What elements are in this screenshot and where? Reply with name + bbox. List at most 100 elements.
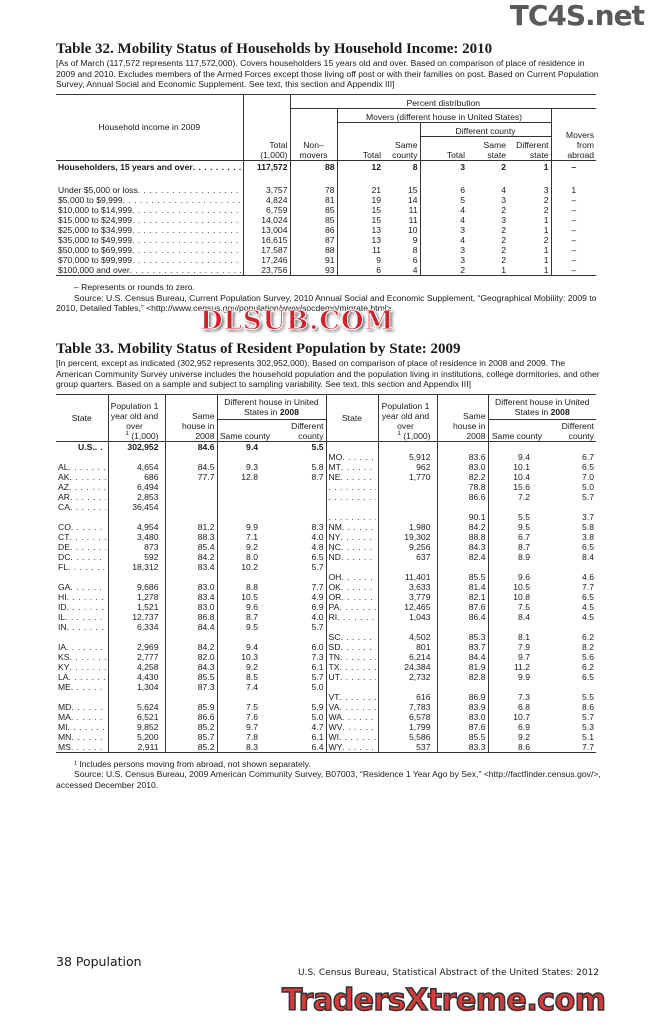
- header-population-unit: (1,000): [131, 430, 159, 441]
- dot-leader: [67, 622, 106, 632]
- table33: State Population 1 year old and over 1 (1…: [56, 394, 596, 753]
- cell-value: 8.7: [518, 541, 530, 552]
- state-label: MD: [56, 701, 109, 712]
- cell-value: [165, 481, 218, 492]
- state-label: VA: [326, 701, 379, 712]
- cell-value: 4: [460, 205, 465, 216]
- table32-headnote: [As of March (117,572 represents 117,572…: [56, 58, 599, 90]
- row-label: $100,000 and over: [56, 265, 244, 276]
- state-code: MS: [58, 741, 71, 752]
- cell-value: 86.4: [437, 611, 489, 622]
- cell-value: 5.8: [272, 461, 327, 472]
- dot-leader: [69, 672, 106, 682]
- table-row: Householders, 15 years and over117,57288…: [56, 160, 597, 174]
- cell-value: 7.3: [272, 651, 327, 662]
- cell-value: –: [571, 255, 577, 266]
- state-code: IL: [58, 611, 66, 622]
- row-label: Householders, 15 years and over: [56, 160, 244, 174]
- state-code: NM: [328, 521, 342, 532]
- dot-leader: [70, 542, 106, 552]
- state-label: [326, 481, 379, 492]
- header-same-county-left: Same county: [219, 430, 270, 441]
- empty-cell: [488, 682, 544, 692]
- empty-cell: [165, 631, 218, 642]
- dot-leader: [70, 492, 106, 502]
- row-label-text: Under $5,000 or loss: [58, 185, 138, 196]
- cell-value: 8.3: [272, 521, 327, 532]
- cell-value: 17,587: [243, 245, 291, 256]
- cell-value: 3.8: [582, 531, 594, 542]
- cell-value: 10.5: [513, 581, 530, 592]
- dot-leader: [339, 602, 375, 612]
- cell-value: 5.8: [582, 521, 594, 532]
- state-code: ME: [58, 681, 71, 692]
- header-abroad: Movers from abroad: [565, 129, 595, 160]
- spacer-row: [56, 173, 596, 186]
- cell-value: 85.4: [165, 541, 218, 552]
- empty-cell: [326, 501, 379, 512]
- cell-value: 616: [378, 691, 438, 702]
- row-label-text: Householders, 15 years and over: [58, 162, 193, 173]
- cell-value: 6.5: [272, 551, 327, 562]
- state-label: CT: [56, 531, 109, 542]
- row-label: $70,000 to $99,999: [56, 255, 244, 266]
- table-row: AZ 6,494 78.8 15.6 5.0: [56, 481, 596, 492]
- header-different-house-text: Different house in United States in: [495, 396, 590, 417]
- state-code: TX: [328, 661, 340, 672]
- table33-section: Table 33. Mobility Status of Resident Po…: [56, 340, 601, 791]
- cell-value: [217, 492, 272, 502]
- empty-cell: [551, 173, 596, 185]
- state-code: U.S.: [78, 441, 95, 452]
- cell-value: 2: [501, 245, 506, 256]
- state-code: MI: [58, 721, 68, 732]
- cell-value: 88.8: [437, 531, 489, 542]
- state-code: WA: [328, 711, 343, 722]
- cell-value: 8: [383, 245, 421, 256]
- cell-value: 7.5: [518, 601, 530, 612]
- cell-value: [272, 501, 327, 512]
- state-label: DE: [56, 541, 109, 552]
- cell-value: 6.4: [272, 741, 327, 753]
- cell-value: 1,521: [108, 601, 166, 612]
- state-label: SC: [326, 631, 379, 642]
- cell-value: 592: [108, 551, 166, 562]
- dot-leader: [132, 225, 240, 235]
- dot-leader: [339, 732, 376, 742]
- state-label: KS: [56, 651, 109, 662]
- header-percent-distribution: Percent distribution: [290, 94, 597, 109]
- dot-leader: [340, 632, 375, 642]
- cell-value: 10.3: [241, 651, 258, 662]
- cell-value: 83.0: [437, 461, 489, 472]
- dot-leader: [329, 512, 376, 522]
- cell-value: 5.5: [272, 441, 327, 452]
- state-code: MD: [58, 701, 72, 712]
- cell-value: 5.5: [582, 691, 594, 702]
- header-movers: Movers (different house in United States…: [337, 108, 552, 123]
- state-code: DE: [58, 541, 70, 552]
- cell-value: 12,737: [108, 611, 166, 622]
- cell-value: 3: [460, 245, 465, 256]
- cell-value: 85.3: [437, 631, 489, 642]
- row-label-text: $25,000 to $34,999: [58, 225, 133, 236]
- cell-value: 1,980: [378, 521, 438, 532]
- empty-cell: [108, 631, 166, 642]
- empty-cell: [378, 441, 438, 452]
- state-label: AK: [56, 471, 109, 482]
- cell-value: 3: [460, 255, 465, 266]
- state-label: WI: [326, 731, 379, 742]
- state-label: IN: [56, 621, 109, 632]
- dot-leader: [339, 662, 375, 672]
- header-population-left: Population 1 year old and over 1 (1,000): [108, 394, 166, 442]
- dot-leader: [70, 582, 105, 592]
- table32: Household income in 2009 Total (1,000) P…: [56, 94, 597, 277]
- cell-value: 16,615: [243, 235, 291, 246]
- state-code: KY: [58, 661, 70, 672]
- cell-value: [217, 482, 272, 492]
- dot-leader: [69, 532, 105, 542]
- table33-footnote: ¹ Includes persons moving from abroad, n…: [74, 758, 311, 769]
